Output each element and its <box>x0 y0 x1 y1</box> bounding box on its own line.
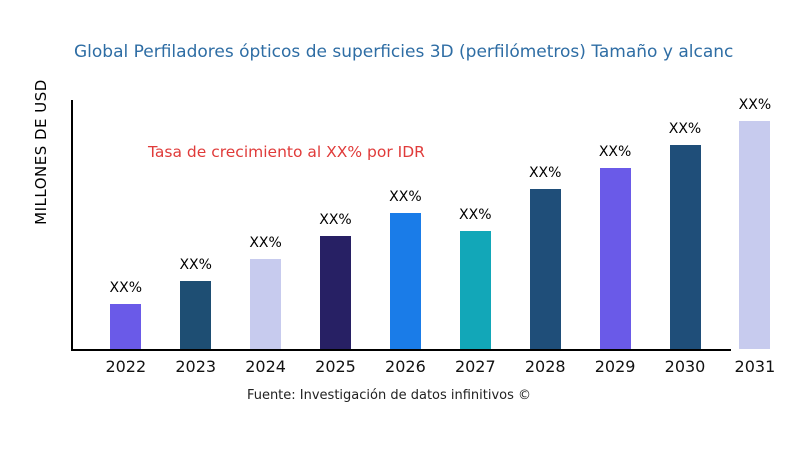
bar-2024 <box>250 259 282 349</box>
page-title: Global Perfiladores ópticos de superfici… <box>74 42 734 62</box>
bar-value-label-2030: XX% <box>668 121 702 137</box>
bar-2026 <box>389 213 421 349</box>
bar-value-label-2025: XX% <box>319 212 352 228</box>
x-tick-2026: 2026 <box>385 357 426 376</box>
bar-value-label-2029: XX% <box>598 144 632 160</box>
bar-2031 <box>739 121 771 349</box>
bar-2029 <box>599 168 631 349</box>
x-axis-line <box>71 349 731 351</box>
bar-2023 <box>180 281 212 349</box>
bar-2025 <box>320 236 351 349</box>
bar-value-label-2023: XX% <box>179 257 212 273</box>
x-tick-2029: 2029 <box>594 357 636 376</box>
source-note: Fuente: Investigación de datos infinitiv… <box>246 388 532 403</box>
bar-2027 <box>459 231 491 349</box>
x-tick-2025: 2025 <box>315 357 356 376</box>
x-tick-2031: 2031 <box>734 357 776 376</box>
growth-rate-annotation: Tasa de crecimiento al XX% por IDR <box>148 143 425 161</box>
x-tick-2030: 2030 <box>664 357 706 376</box>
x-tick-2028: 2028 <box>524 357 566 376</box>
bar-2022 <box>110 304 142 349</box>
x-tick-2027: 2027 <box>454 357 496 376</box>
bar-value-label-2022: XX% <box>109 280 143 296</box>
x-tick-2023: 2023 <box>175 357 217 376</box>
bar-value-label-2024: XX% <box>249 235 282 251</box>
x-tick-2024: 2024 <box>245 357 286 376</box>
bar-2030 <box>669 145 701 349</box>
y-axis-title: MILLONES DE USD <box>32 79 50 225</box>
x-tick-2022: 2022 <box>105 357 147 376</box>
bar-value-label-2031: XX% <box>738 97 772 113</box>
bar-value-label-2028: XX% <box>528 165 562 181</box>
bar-2028 <box>529 189 561 349</box>
bar-value-label-2027: XX% <box>459 207 492 223</box>
bar-value-label-2026: XX% <box>389 189 422 205</box>
y-axis-line <box>71 100 73 351</box>
